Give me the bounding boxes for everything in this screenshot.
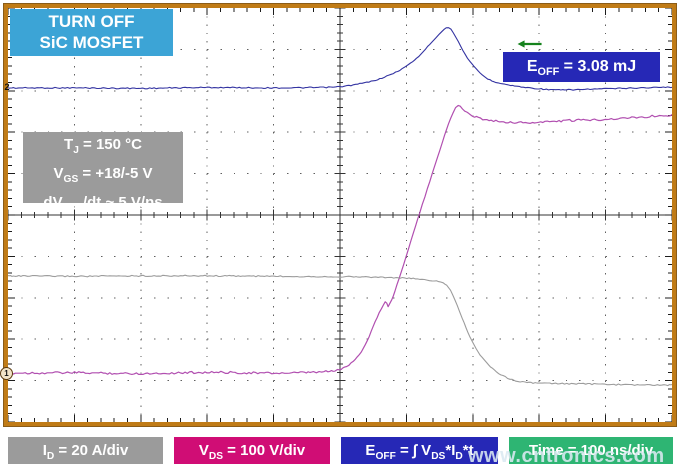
- legend-id-scale: ID = 20 A/div: [8, 437, 163, 464]
- title-line-2: SiC MOSFET: [39, 33, 144, 52]
- eoff-value-box: EOFF = 3.08 mJ: [503, 52, 660, 82]
- title-line-1: TURN OFF: [48, 12, 135, 31]
- legend-row: ID = 20 A/div VDS = 100 V/div EOFF = ∫ V…: [8, 437, 673, 464]
- test-conditions-box: TJ = 150 °C VGS = +18/-5 V dVOFF/dt ~ 5 …: [23, 132, 183, 214]
- trace-v-ds: [8, 104, 672, 375]
- channel-marker-2: 2: [4, 81, 10, 92]
- trace-i-d: [8, 274, 672, 387]
- channel-marker-1: 1: [0, 367, 13, 381]
- legend-vds-scale: VDS = 100 V/div: [174, 437, 330, 464]
- condition-vgs: VGS = +18/-5 V: [53, 165, 153, 185]
- condition-dvdt: dVOFF/dt ~ 5 V/ns: [43, 194, 163, 214]
- trace-e-off-energy: [8, 27, 672, 91]
- trigger-marker-arrow-icon: [517, 40, 525, 48]
- legend-eoff-formula: EOFF = ∫ VDS*ID*t: [341, 437, 498, 464]
- title-box: TURN OFF SiC MOSFET: [10, 9, 173, 56]
- scope-waveform-area: [8, 8, 672, 422]
- legend-time-scale: Time = 100 ns/div: [509, 437, 673, 464]
- watermark: www.cntronics.com: [468, 445, 665, 467]
- condition-tj: TJ = 150 °C: [64, 136, 142, 156]
